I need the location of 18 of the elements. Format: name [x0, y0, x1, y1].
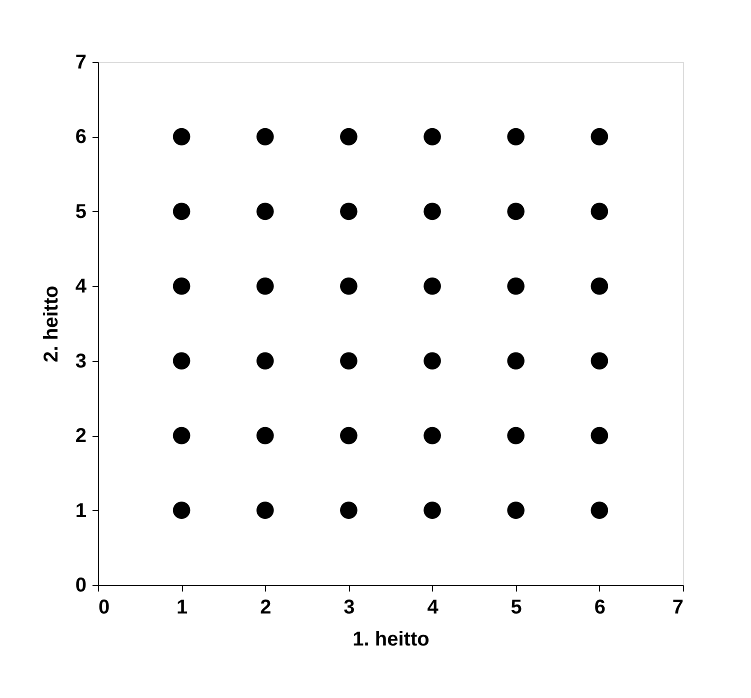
x-tick-label: 2	[260, 596, 272, 618]
x-axis-title: 1. heitto	[352, 628, 430, 650]
x-tick-label: 6	[594, 596, 606, 618]
y-tick-label: 6	[75, 126, 86, 148]
y-tick-label: 0	[75, 574, 86, 596]
y-tick-label: 5	[75, 200, 86, 223]
y-tick-label: 3	[75, 350, 86, 372]
y-tick-label: 1	[75, 500, 86, 522]
x-tick-label: 7	[672, 596, 684, 618]
y-axis-title: 2. heitto	[40, 286, 62, 362]
x-tick-label: 0	[98, 596, 110, 618]
y-tick-label: 7	[75, 52, 86, 74]
y-tick-label: 2	[75, 425, 86, 448]
x-tick-label: 1	[176, 596, 188, 618]
x-tick-label: 3	[344, 596, 355, 618]
y-tick-label: 4	[75, 276, 88, 298]
x-tick-label: 4	[427, 596, 440, 618]
x-tick-label: 5	[510, 596, 522, 618]
